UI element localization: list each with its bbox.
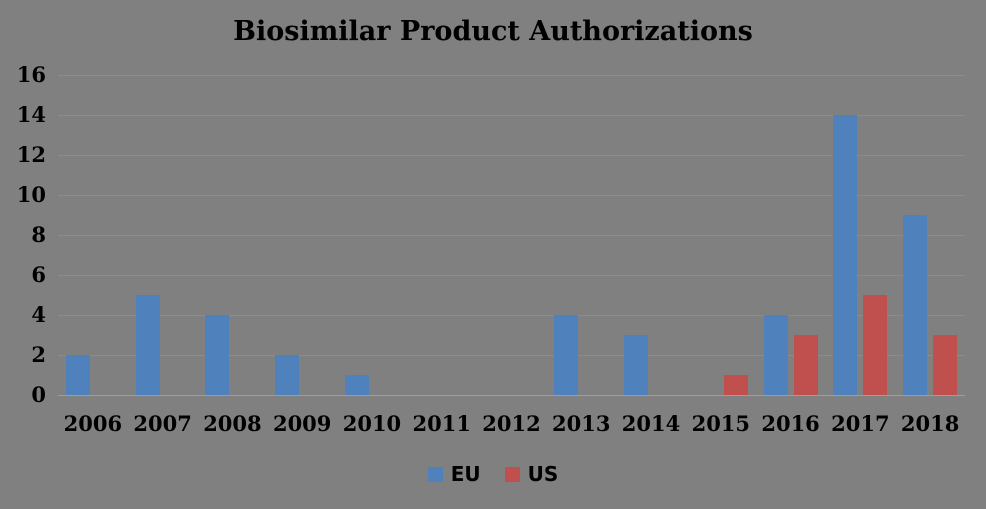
legend-swatch-eu: [427, 466, 443, 482]
x-tick-label-2015: 2015: [691, 411, 751, 436]
y-tick-label: 10: [16, 182, 46, 207]
y-tick-label: 12: [16, 142, 46, 167]
bar-us-2017: [863, 295, 888, 395]
legend-swatch-us: [504, 466, 520, 482]
y-tick-label: 8: [31, 222, 46, 247]
legend-item-eu: EU: [427, 462, 481, 486]
x-tick-label-2018: 2018: [900, 411, 960, 436]
bar-eu-2006: [65, 355, 90, 395]
x-tick-label-2006: 2006: [63, 411, 123, 436]
gridline: [58, 235, 965, 236]
gridline: [58, 355, 965, 356]
y-tick-label: 6: [31, 262, 46, 287]
gridline: [58, 275, 965, 276]
bar-eu-2018: [903, 215, 928, 395]
gridline: [58, 155, 965, 156]
y-tick-label: 4: [31, 302, 46, 327]
bar-eu-2016: [763, 315, 788, 395]
x-tick-label-2013: 2013: [552, 411, 611, 436]
y-tick-label: 16: [16, 62, 46, 87]
chart-title: Biosimilar Product Authorizations: [233, 16, 753, 47]
legend: EU US: [0, 462, 986, 486]
bar-eu-2009: [275, 355, 300, 395]
gridline: [58, 315, 965, 316]
bar-eu-2008: [205, 315, 230, 395]
x-tick-label-2017: 2017: [831, 411, 890, 436]
x-tick-label-2012: 2012: [482, 411, 541, 436]
x-tick-label-2008: 2008: [203, 411, 262, 436]
bar-us-2018: [933, 335, 958, 395]
gridline: [58, 75, 965, 76]
x-tick-label-2010: 2010: [342, 411, 402, 436]
legend-label-us: US: [527, 462, 559, 486]
x-axis-line: [58, 395, 965, 396]
x-tick-label-2011: 2011: [412, 411, 471, 436]
y-tick-label: 14: [16, 102, 46, 127]
legend-item-us: US: [504, 462, 559, 486]
x-tick-label-2014: 2014: [621, 411, 681, 436]
x-tick-label-2016: 2016: [761, 411, 820, 436]
bar-us-2016: [793, 335, 818, 395]
bar-us-2015: [723, 375, 748, 395]
bar-eu-2010: [344, 375, 369, 395]
gridline: [58, 195, 965, 196]
gridline: [58, 115, 965, 116]
bar-eu-2014: [624, 335, 649, 395]
x-tick-label-2007: 2007: [133, 411, 192, 436]
y-tick-label: 0: [31, 382, 46, 407]
legend-label-eu: EU: [450, 462, 481, 486]
y-tick-label: 2: [31, 342, 46, 367]
bar-eu-2007: [135, 295, 160, 395]
bar-eu-2013: [554, 315, 579, 395]
x-tick-label-2009: 2009: [272, 411, 332, 436]
bar-eu-2017: [833, 115, 858, 395]
